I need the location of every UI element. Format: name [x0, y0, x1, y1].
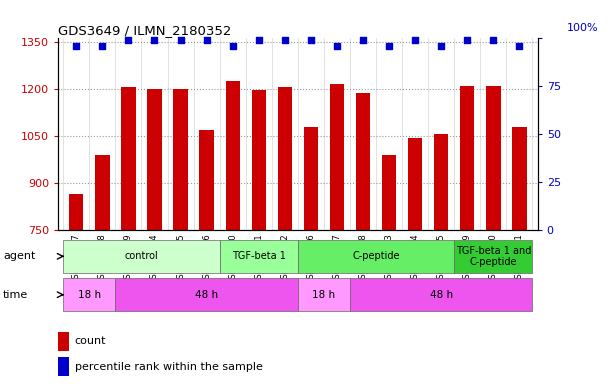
Point: [71, 43, 81, 49]
Bar: [298, 240, 454, 273]
Text: count: count: [75, 336, 106, 346]
Text: GDS3649 / ILMN_2180352: GDS3649 / ILMN_2180352: [58, 24, 232, 37]
Bar: [95, 155, 109, 230]
Bar: [382, 155, 397, 230]
Bar: [252, 90, 266, 230]
Bar: [512, 127, 527, 230]
Text: 100%: 100%: [566, 23, 598, 33]
Point: [254, 37, 264, 43]
Bar: [64, 240, 220, 273]
Text: C-peptide: C-peptide: [353, 251, 400, 262]
Point: [176, 37, 186, 43]
Bar: [199, 130, 214, 230]
Text: time: time: [3, 290, 28, 300]
Point: [228, 43, 238, 49]
Bar: [434, 134, 448, 230]
Point: [332, 43, 342, 49]
Text: 18 h: 18 h: [312, 290, 335, 300]
Point: [410, 37, 420, 43]
Bar: [147, 89, 162, 230]
Text: 48 h: 48 h: [430, 290, 453, 300]
Text: 48 h: 48 h: [195, 290, 218, 300]
Point: [514, 43, 524, 49]
Point: [150, 37, 159, 43]
Text: control: control: [125, 251, 158, 262]
Bar: [220, 240, 298, 273]
Bar: [356, 93, 370, 230]
Point: [280, 37, 290, 43]
Point: [384, 43, 394, 49]
Bar: [225, 81, 240, 230]
Point: [488, 37, 498, 43]
Bar: [174, 89, 188, 230]
Text: TGF-beta 1: TGF-beta 1: [232, 251, 286, 262]
Bar: [304, 127, 318, 230]
Point: [436, 43, 446, 49]
Bar: [115, 278, 298, 311]
Point: [98, 43, 108, 49]
Bar: [69, 194, 84, 230]
Bar: [298, 278, 350, 311]
Bar: [121, 87, 136, 230]
Point: [358, 37, 368, 43]
Bar: [58, 332, 68, 351]
Bar: [460, 86, 475, 230]
Text: 18 h: 18 h: [78, 290, 101, 300]
Point: [306, 37, 316, 43]
Bar: [58, 357, 68, 376]
Text: agent: agent: [3, 251, 35, 261]
Bar: [277, 87, 292, 230]
Text: percentile rank within the sample: percentile rank within the sample: [75, 362, 263, 372]
Point: [463, 37, 472, 43]
Bar: [350, 278, 532, 311]
Bar: [408, 137, 422, 230]
Point: [123, 37, 133, 43]
Bar: [486, 86, 500, 230]
Text: TGF-beta 1 and
C-peptide: TGF-beta 1 and C-peptide: [456, 245, 531, 267]
Bar: [454, 240, 532, 273]
Bar: [64, 278, 115, 311]
Bar: [330, 84, 344, 230]
Point: [202, 37, 211, 43]
